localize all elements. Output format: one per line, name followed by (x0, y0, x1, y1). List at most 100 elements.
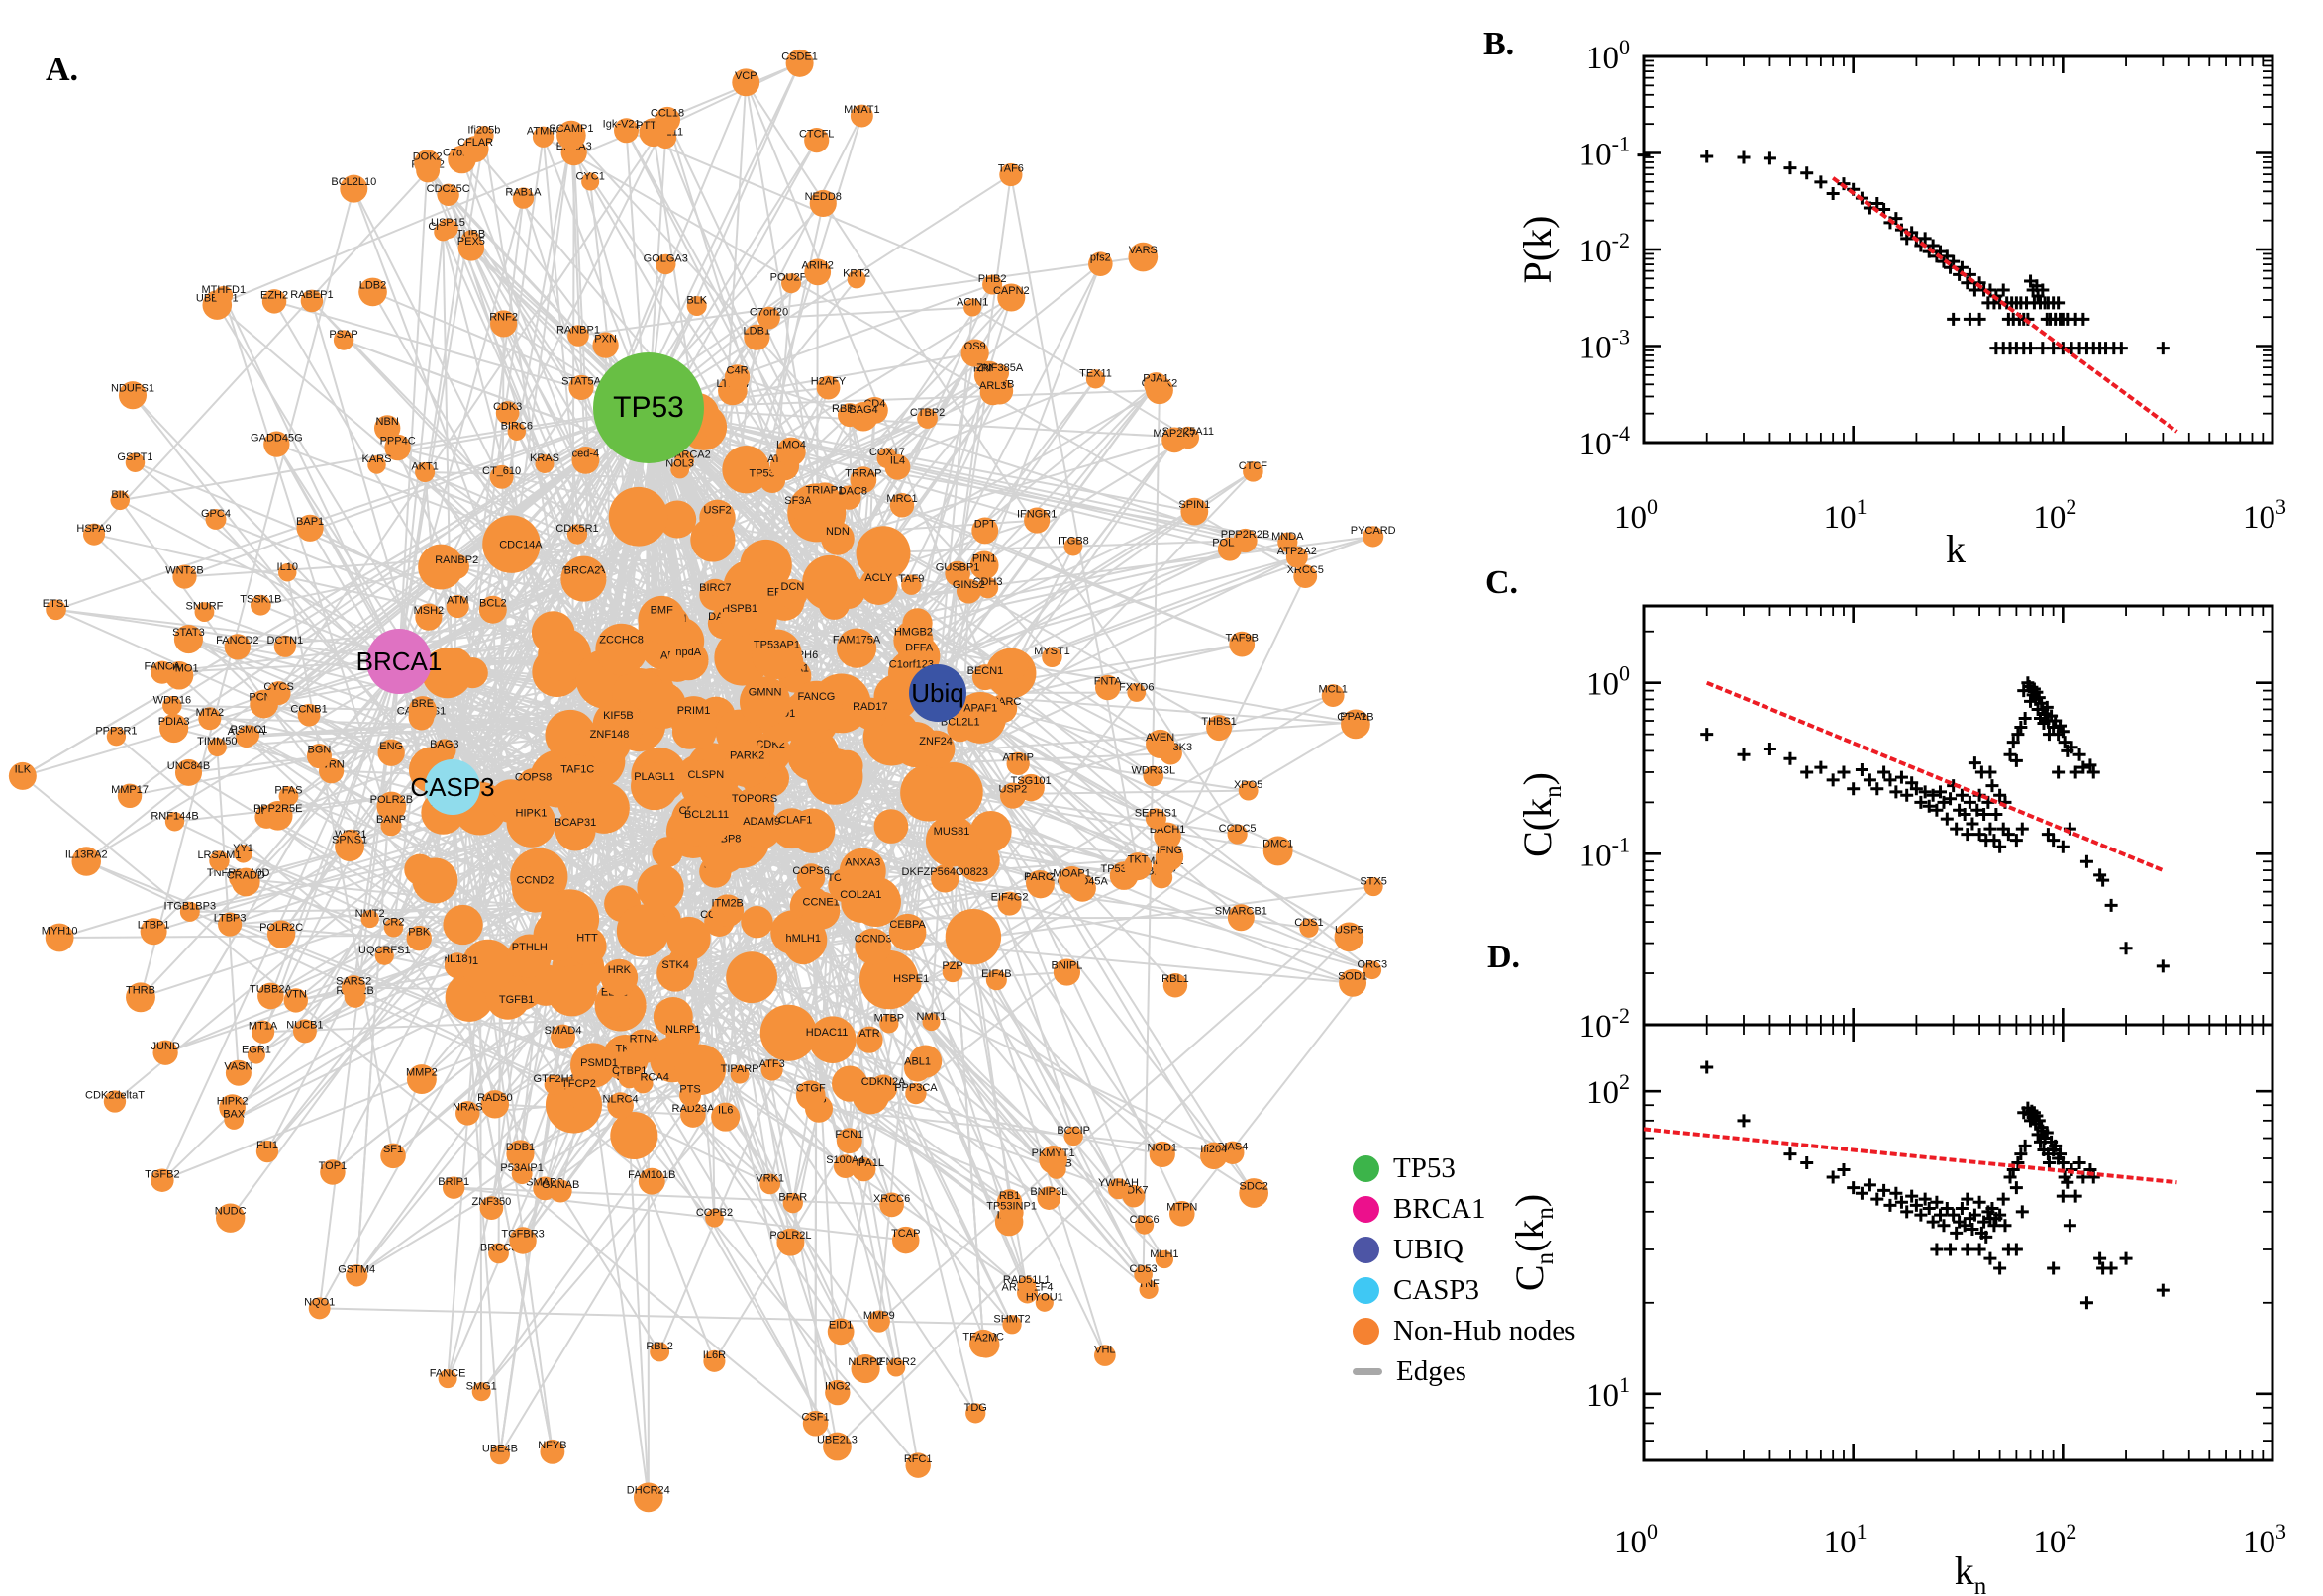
node-label: TIPARP (721, 1063, 759, 1075)
ubiq-swatch (1353, 1237, 1379, 1263)
node-label: C4R (727, 365, 749, 377)
network-node: MCL1 (1318, 684, 1348, 707)
node-label: PIN1 (972, 552, 996, 564)
network-node (856, 526, 911, 581)
node-label: NLRC4 (603, 1093, 639, 1105)
network-node: ITGB1BP3 (164, 900, 216, 922)
node-label: SF1 (383, 1144, 403, 1155)
network-node: A2M (972, 1331, 1000, 1358)
node-label: NMT1 (917, 1011, 947, 1023)
network-node: COPS8 (515, 768, 552, 801)
node-label: MCL1 (1318, 684, 1347, 696)
node-label: MNDA (1271, 531, 1304, 543)
plot-box (1642, 54, 2274, 445)
network-node: NOL3 (665, 458, 694, 479)
node-label: LDB1 (744, 325, 771, 337)
network-node: TAF9B (1226, 631, 1259, 657)
data-points (1637, 149, 2170, 355)
node-label: PBK (408, 926, 431, 938)
network-node: THBS1 (1201, 715, 1237, 742)
network-node: RAD51L1 (1003, 1274, 1051, 1295)
node-label: CTGF (796, 1083, 826, 1095)
network-node: CDC6 (1130, 1214, 1160, 1235)
network-node: VASN (224, 1059, 253, 1086)
node-label: PPA1 (1340, 711, 1366, 723)
network-node: ACLY (859, 566, 898, 605)
axis-label: C(kn​) (1515, 772, 1566, 857)
network-node (610, 1111, 658, 1160)
network-node: pfs2 (1088, 251, 1113, 276)
network-node: TGFBR3 (501, 1227, 545, 1254)
node-label: PEX5 (457, 236, 485, 248)
network-node: CRADD (227, 867, 265, 897)
network-node: TGFB1 (499, 994, 534, 1016)
node-label: BFAR (778, 1192, 807, 1204)
network-node: ZNF24 (916, 730, 956, 769)
network-node: PDIA3 (158, 713, 190, 744)
network-node: TFCP2 (561, 1077, 596, 1105)
node-label: TGFBR3 (501, 1229, 544, 1241)
node-label: DCTN1 (267, 635, 304, 647)
node-label: NEDD8 (805, 191, 842, 203)
network-node: BFAR (778, 1192, 807, 1214)
node-label: ETS1 (43, 598, 70, 610)
network-node: CCNE1 (801, 891, 841, 930)
node-label: Igk-V21-4 (603, 119, 651, 131)
node-label: CAPN2 (993, 285, 1030, 297)
network-node: XRCC6 (873, 1192, 910, 1218)
node-label: CDC6 (1130, 1214, 1160, 1226)
node-label: ced-4 (572, 448, 600, 459)
network-node: RAD50 (477, 1090, 513, 1119)
node-label: SOD1 (1338, 970, 1367, 982)
network-node: CTCFL (799, 128, 834, 153)
network-node: OS9 (960, 339, 989, 367)
node-label: OS9 (964, 341, 986, 352)
fit-line (1831, 176, 2178, 434)
node-label: UNC84B (167, 760, 210, 772)
network-node: FANCG (790, 680, 843, 733)
node-label: KARS (362, 453, 392, 465)
network-node: PTHLH (507, 934, 552, 978)
tick-label: 100 (1586, 35, 1630, 76)
node-label: NLRP1 (665, 1024, 700, 1036)
node-label: GMNN (749, 687, 782, 699)
network-node (802, 554, 858, 611)
network-node: BCL2L10 (331, 174, 376, 203)
network-node: DPT (971, 517, 999, 545)
network-node: HTT (567, 926, 607, 966)
node-label: hMLH1 (786, 933, 821, 945)
network-node: UNC84B (167, 758, 210, 786)
node-label: PJA1 (1143, 372, 1168, 384)
node-label: MOAP1 (1053, 868, 1091, 880)
legend-label: UBIQ (1393, 1234, 1464, 1265)
network-node: NUDC (215, 1203, 247, 1233)
tick-label: 102 (2033, 1519, 2076, 1560)
network-node: IL4 (884, 453, 911, 480)
network-node (443, 904, 483, 946)
node-label: PZP (942, 960, 962, 972)
legend-item-BRCA1: BRCA1 (1353, 1189, 1575, 1230)
network-node: MTBP (874, 1012, 904, 1034)
node-label: BCL2L10 (331, 176, 376, 188)
network-node: EIF4B (981, 968, 1012, 991)
node-label: BAX (223, 1109, 246, 1121)
node-label: BCL2L1 (941, 717, 980, 729)
node-label: RBL2 (646, 1341, 673, 1352)
network-node: FLI1 (255, 1140, 279, 1163)
node-label: TEX11 (1079, 367, 1112, 379)
network-node: NMT1 (917, 1011, 947, 1032)
node-label: TOP1 (319, 1160, 348, 1172)
network-node: STK4 (656, 953, 695, 992)
legend-item-UBIQ: UBIQ (1353, 1230, 1575, 1270)
node-label: NUCB1 (286, 1019, 323, 1031)
network-node: TAF9 (898, 573, 924, 595)
network-node: IL18 (444, 952, 470, 979)
node-label: IL6R (703, 1349, 726, 1361)
network-node: ARL3 (979, 378, 1007, 406)
node-label: CT_610 (482, 465, 521, 477)
node-label: BCL2 (479, 597, 507, 609)
node-label: BAG4 (849, 404, 877, 416)
network-node (759, 1004, 817, 1061)
network-node: WDR16 (153, 694, 191, 716)
network-node (608, 486, 668, 547)
